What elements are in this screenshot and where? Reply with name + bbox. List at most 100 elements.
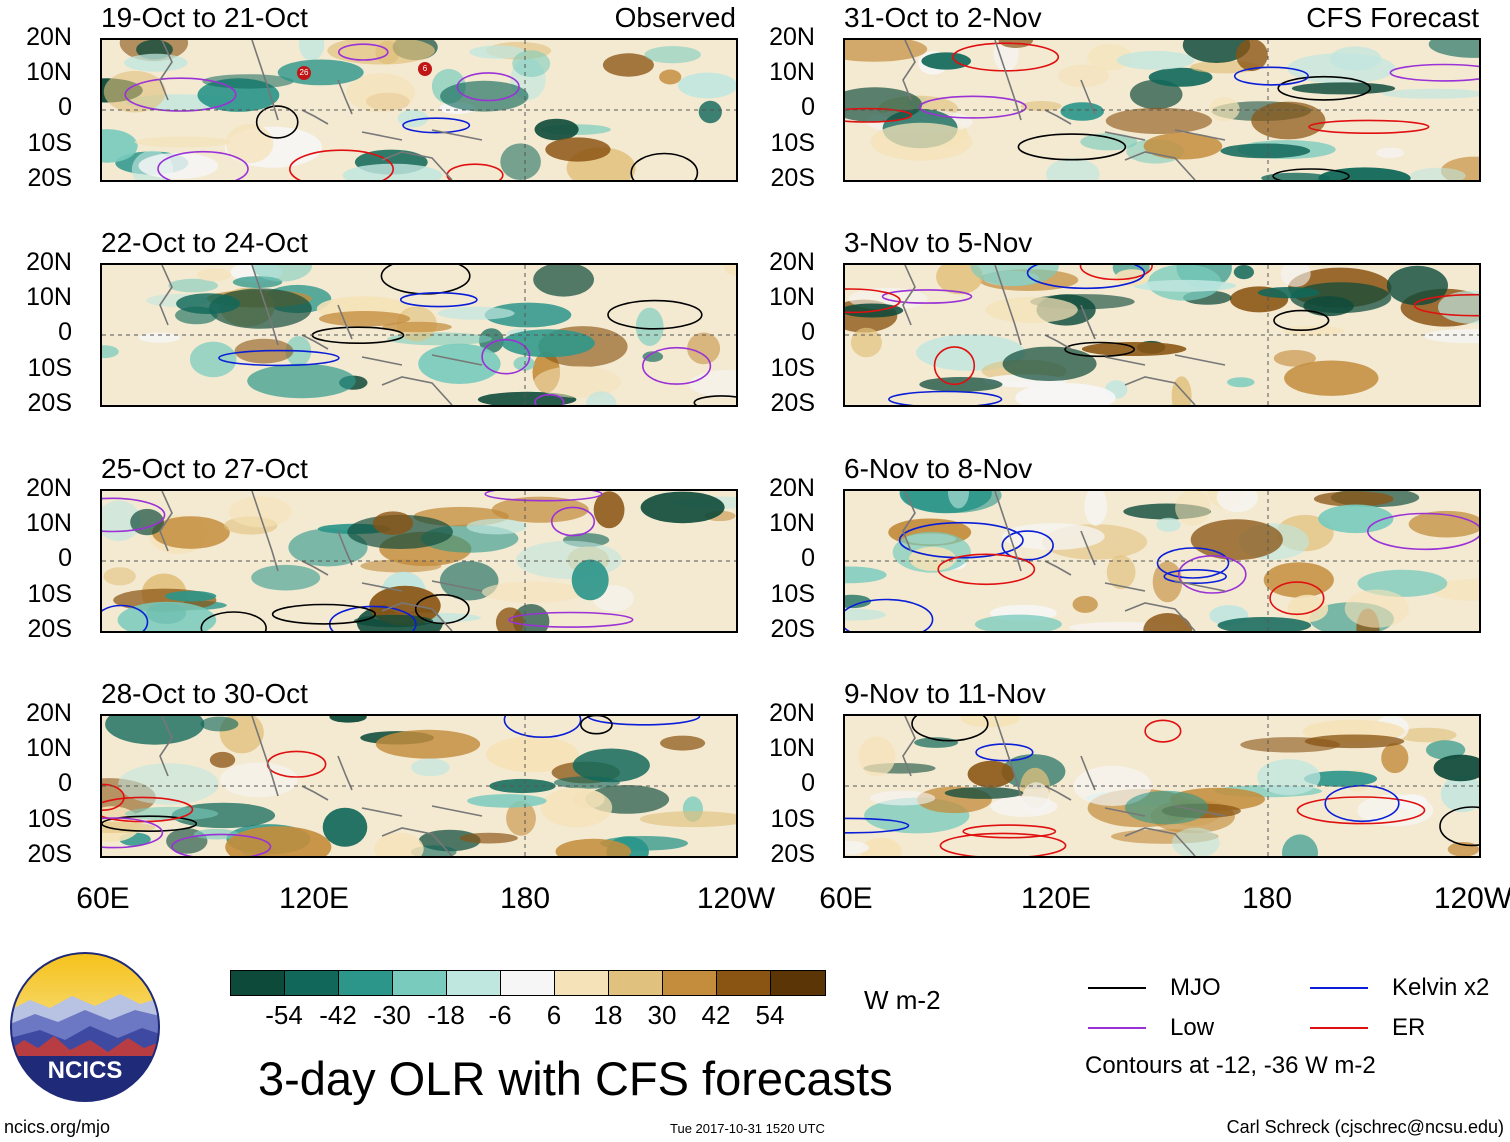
wave-contour: [1269, 581, 1325, 616]
olr-anomaly-blob: [1015, 383, 1116, 405]
panel-title: 25-Oct to 27-Oct: [101, 453, 308, 484]
olr-anomaly-blob: [1057, 64, 1109, 88]
lat-label: 20S: [770, 840, 815, 868]
lat-label: 10S: [770, 580, 815, 608]
olr-anomaly-blob: [845, 566, 887, 584]
wave-contour: [289, 149, 394, 180]
colorbar-tick: 54: [755, 1000, 785, 1030]
wave-contour: [1413, 293, 1479, 317]
wave-contour: [1163, 569, 1227, 585]
olr-anomaly-blob: [639, 811, 736, 828]
lat-label: 20S: [27, 615, 72, 643]
olr-anomaly-blob: [1143, 613, 1193, 631]
olr-anomaly-blob: [1257, 287, 1320, 299]
colorbar-swatch: [339, 971, 393, 995]
olr-anomaly-blob: [225, 826, 332, 856]
lat-label: 20N: [769, 248, 815, 276]
olr-anomaly-blob: [353, 614, 434, 628]
olr-anomaly-blob: [1116, 50, 1194, 70]
lat-label: 20N: [26, 248, 72, 276]
lat-label: 10N: [769, 734, 815, 762]
olr-anomaly-blob: [1106, 555, 1136, 590]
wave-contour: [550, 506, 596, 537]
lat-label: 10N: [26, 509, 72, 537]
legend-item-er: ER: [1310, 1014, 1425, 1042]
olr-anomaly-blob: [418, 343, 501, 384]
olr-anomaly-blob: [138, 332, 180, 343]
olr-anomaly-blob: [1216, 491, 1258, 513]
colorbar-swatch: [609, 971, 663, 995]
olr-anomaly-blob: [138, 152, 219, 179]
lon-label: 180: [499, 882, 551, 915]
lat-label: 20S: [27, 389, 72, 417]
wave-contour: [939, 832, 1067, 856]
legend-note: Contours at -12, -36 W m-2: [1085, 1052, 1376, 1079]
wave-contour: [845, 107, 913, 123]
wave-contour: [1273, 309, 1330, 332]
olr-anomaly-blob: [1125, 790, 1209, 825]
olr-anomaly-blob: [870, 790, 936, 806]
olr-anomaly-blob: [152, 516, 230, 549]
legend-line-er: [1310, 1027, 1368, 1029]
wave-contour: [1439, 806, 1479, 847]
wave-contour: [200, 611, 267, 631]
olr-anomaly-blob: [176, 293, 241, 314]
wave-contour: [1324, 784, 1400, 823]
wave-contour: [1296, 796, 1426, 825]
olr-anomaly-blob: [1291, 82, 1396, 95]
lat-label: 0: [58, 544, 72, 572]
olr-anomaly-blob: [593, 491, 625, 529]
wave-contour: [337, 43, 389, 61]
olr-anomaly-blob: [329, 716, 367, 723]
olr-anomaly-blob: [845, 594, 872, 609]
coastline: [902, 265, 1226, 405]
olr-anomaly-blob: [698, 100, 722, 124]
olr-anomaly-blob: [322, 807, 368, 847]
wave-contour: [911, 716, 989, 742]
olr-anomaly-blob: [1022, 782, 1050, 814]
lat-label: 20S: [27, 164, 72, 192]
lat-label: 0: [58, 318, 72, 346]
olr-anomaly-blob: [209, 751, 236, 768]
olr-anomaly-blob: [372, 511, 414, 535]
olr-anomaly-blob: [1318, 504, 1394, 534]
olr-anomaly-blob: [1227, 377, 1255, 388]
olr-anomaly-blob: [382, 321, 452, 333]
footer-credit: Carl Schreck (cjschrec@ncsu.edu): [1226, 1117, 1504, 1137]
olr-anomaly-blob: [489, 778, 556, 794]
footer-url: ncics.org/mjo: [4, 1117, 111, 1137]
olr-anomaly-blob: [967, 760, 1015, 788]
olr-anomaly-blob: [1424, 329, 1479, 344]
olr-anomaly-blob: [102, 345, 119, 359]
olr-anomaly-blob: [1080, 133, 1138, 151]
wave-contour: [933, 346, 976, 386]
wave-contour: [630, 152, 699, 180]
olr-anomaly-blob: [1251, 101, 1326, 140]
olr-anomaly-blob: [845, 840, 870, 855]
legend-item-mjo: MJO: [1088, 974, 1221, 1002]
wave-contour: [937, 553, 1036, 586]
wave-contour: [414, 593, 470, 625]
colorbar-tick: 42: [701, 1000, 731, 1030]
wave-contour: [124, 77, 237, 112]
lat-label: 20S: [27, 840, 72, 868]
olr-anomaly-blob: [1105, 107, 1213, 134]
lat-label: 20N: [26, 474, 72, 502]
footer-timestamp: Tue 2017-10-31 1520 UTC: [670, 1121, 825, 1136]
wave-contour: [508, 611, 634, 628]
olr-map: [100, 263, 738, 407]
panel-kind: CFS Forecast: [1306, 2, 1479, 33]
lat-label: 0: [801, 93, 815, 121]
olr-anomaly-blob: [512, 50, 551, 77]
lon-label: 120W: [1433, 882, 1510, 915]
olr-anomaly-blob: [1273, 350, 1316, 367]
olr-anomaly-blob: [858, 736, 896, 777]
olr-anomaly-blob: [921, 52, 971, 70]
colorbar-tick: 6: [546, 1000, 562, 1030]
olr-anomaly-blob: [327, 40, 435, 65]
wave-contour: [102, 497, 166, 533]
olr-anomaly-blob: [1287, 594, 1329, 623]
wave-contour: [534, 394, 565, 405]
lat-label: 20S: [770, 389, 815, 417]
wave-contour: [218, 349, 340, 367]
